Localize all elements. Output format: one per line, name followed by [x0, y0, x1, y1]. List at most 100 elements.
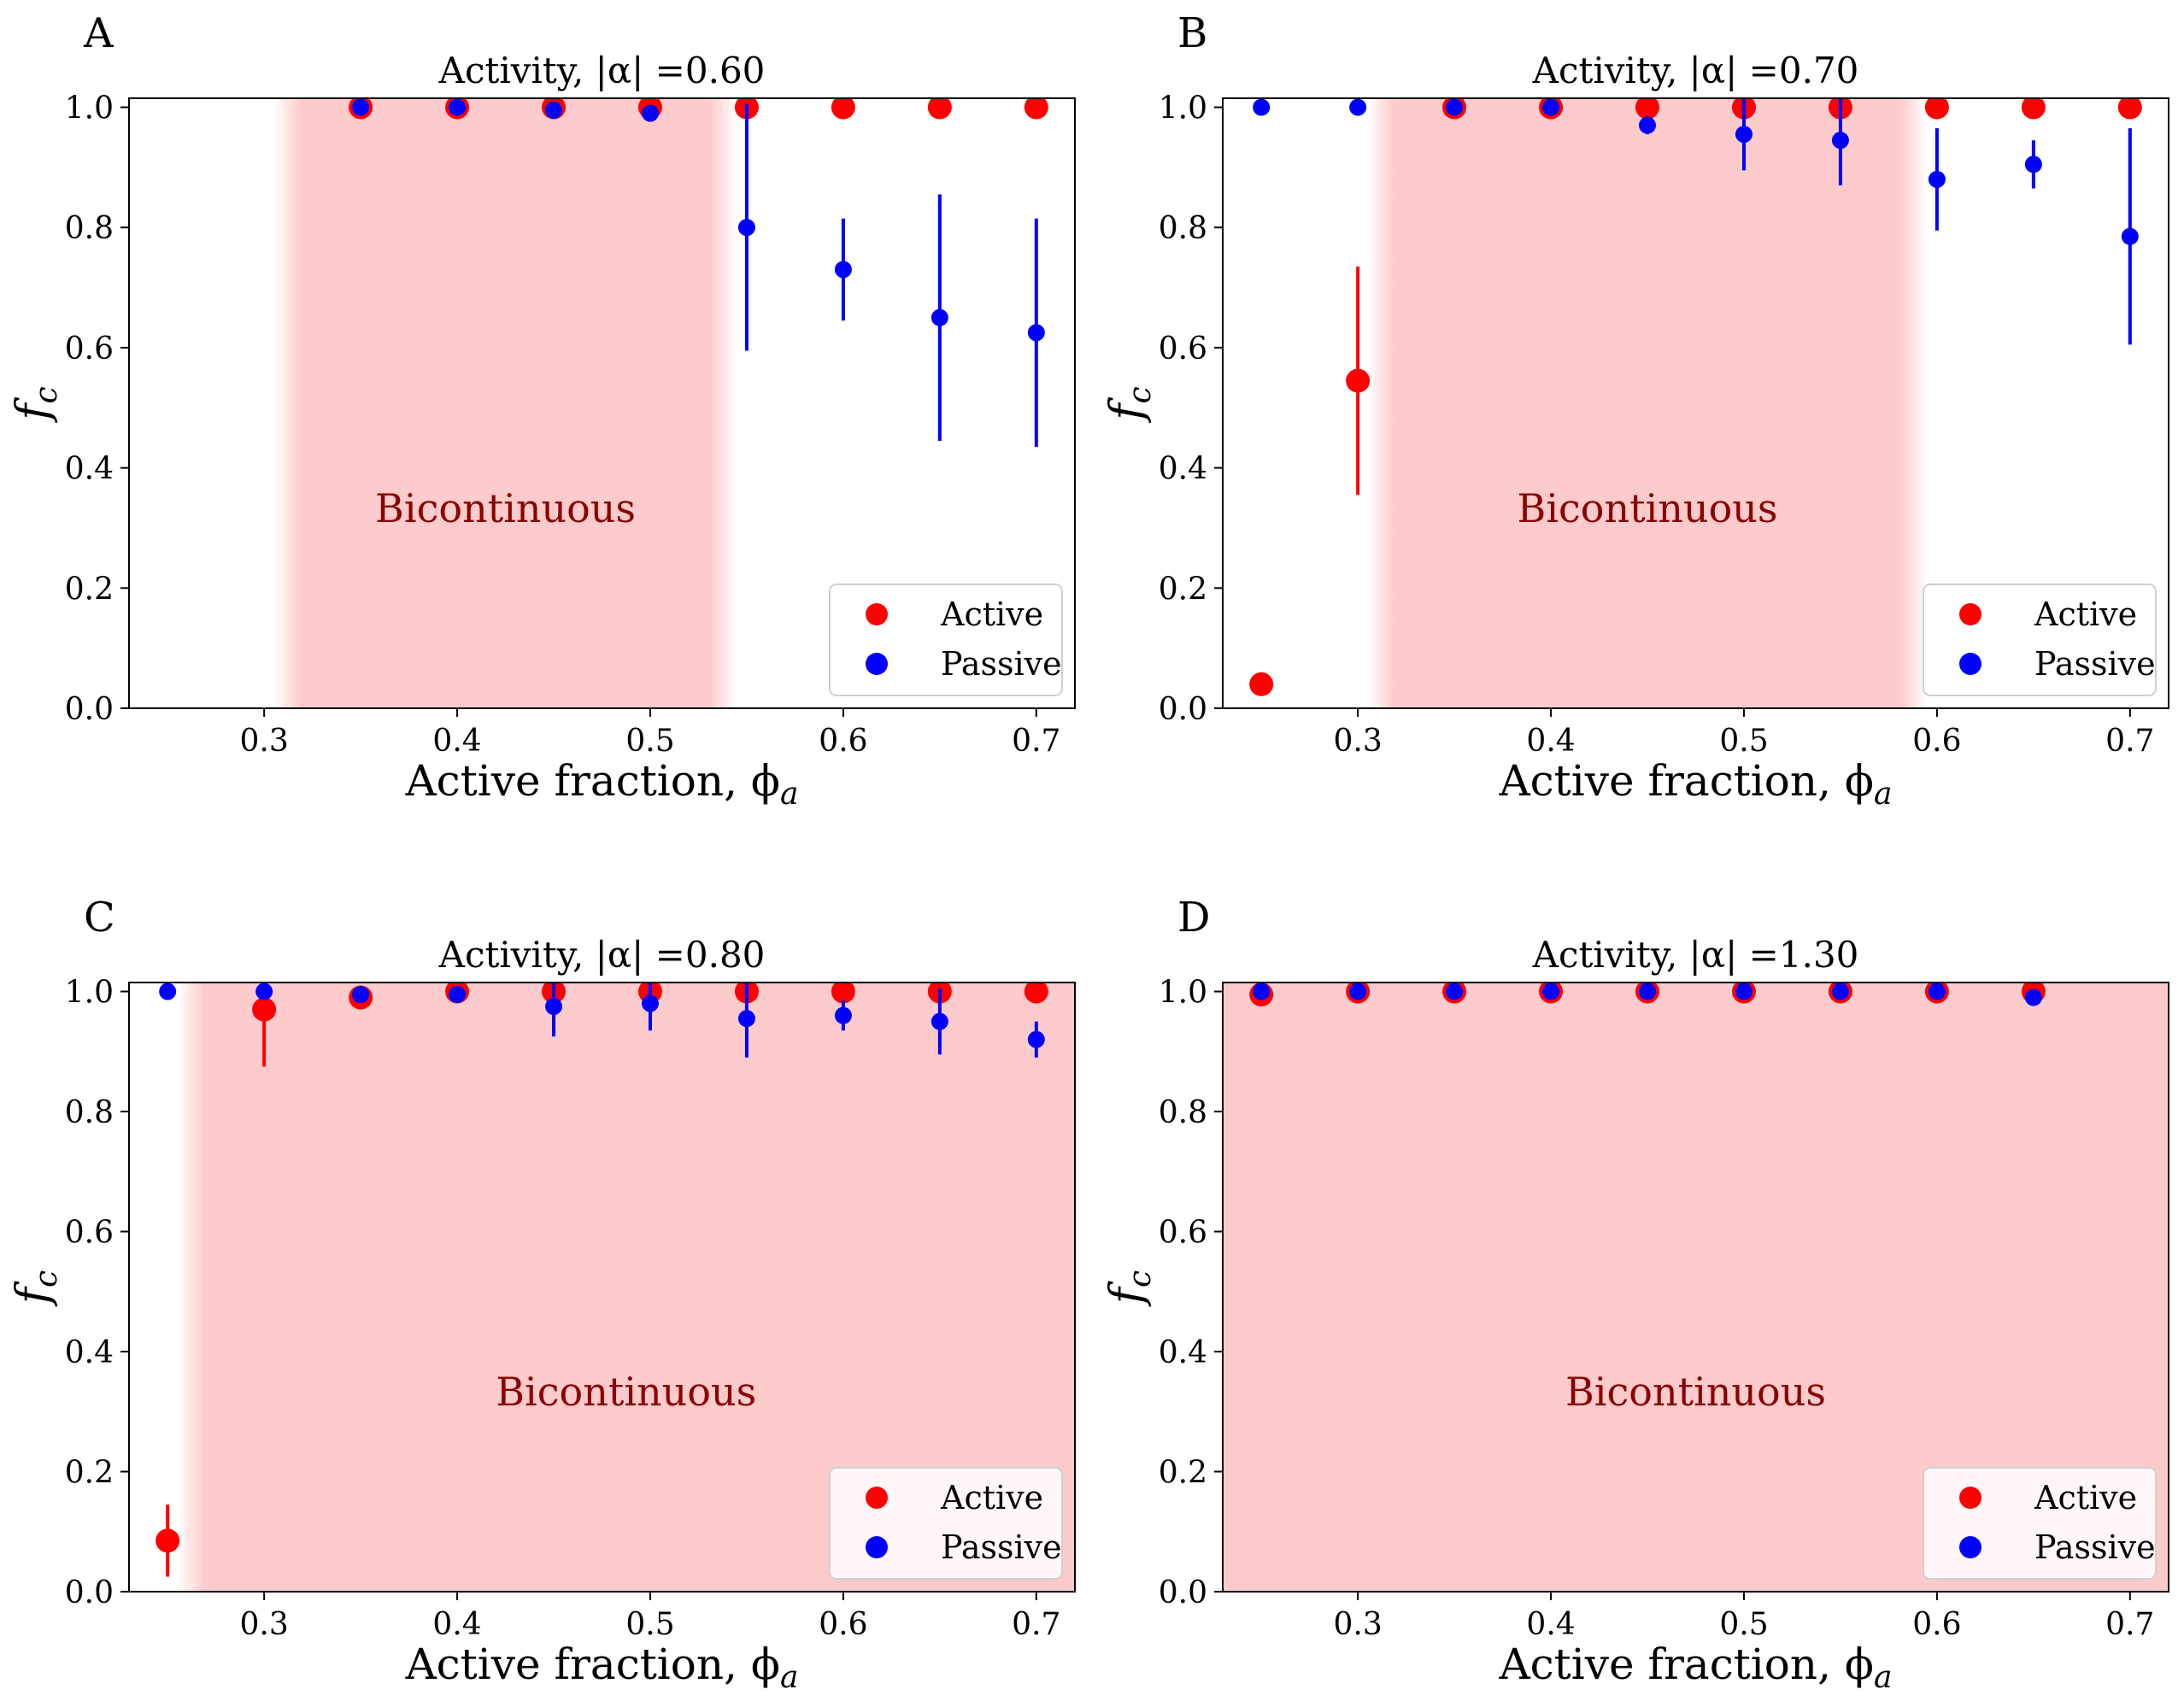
active-point [927, 98, 952, 120]
y-tick-label: 0.2 [1159, 572, 1207, 607]
passive-point [737, 219, 755, 237]
axes-frame [1222, 982, 2169, 1593]
legend-label-passive: Passive [941, 1528, 1062, 1566]
y-axis-label: fc [8, 386, 64, 423]
passive-point [1446, 98, 1464, 116]
panel-b: Bicontinuous 0.3 0.4 0.5 0.6 0.7 0.0 0.2 0.4 0.6 0… [1101, 9, 2169, 812]
legend-label-active: Active [940, 1479, 1043, 1516]
y-tick-label: 0.6 [65, 1216, 114, 1251]
x-tick-label: 0.7 [1012, 724, 1060, 759]
passive-point [1253, 983, 1271, 1000]
legend-label-passive: Passive [941, 645, 1062, 683]
x-tick-label: 0.6 [819, 1607, 867, 1642]
region-label: Bicontinuous [375, 485, 636, 531]
legend: Active Passive [829, 1467, 1063, 1580]
passive-point [1928, 983, 1946, 1000]
y-tick-label: 0.2 [65, 572, 114, 607]
x-tick-label: 0.4 [1526, 724, 1575, 759]
y-tick-label: 0.4 [65, 1335, 114, 1370]
passive-point [1928, 170, 1946, 188]
legend-marker-passive [1959, 1536, 1981, 1558]
bicontinuous-region [1367, 98, 1928, 708]
legend-label-active: Active [940, 595, 1043, 633]
y-tick-label: 0.0 [65, 692, 114, 727]
region-label: Bicontinuous [1518, 485, 1778, 531]
y-tick-label: 0.8 [1159, 211, 1207, 246]
region-label: Bicontinuous [1565, 1369, 1826, 1415]
panel-letter: B [1177, 9, 1207, 57]
legend-marker-passive [866, 1536, 888, 1558]
passive-point [1027, 324, 1045, 342]
passive-point [1639, 116, 1657, 134]
passive-point [834, 1006, 852, 1024]
y-tick-label: 0.4 [1159, 1335, 1207, 1370]
passive-point [545, 102, 563, 120]
active-point [2021, 98, 2046, 120]
legend-box [1923, 1467, 2157, 1580]
passive-point [1735, 126, 1752, 144]
legend: Active Passive [1923, 1467, 2157, 1580]
active-point [831, 98, 855, 120]
y-tick-label: 0.2 [1159, 1456, 1207, 1491]
legend-box [829, 1467, 1063, 1580]
x-tick-label: 0.4 [432, 1607, 481, 1642]
legend: Active Passive [829, 584, 1063, 696]
passive-point [1542, 983, 1560, 1000]
region-label: Bicontinuous [496, 1369, 756, 1415]
passive-point [1542, 98, 1560, 116]
y-tick-label: 0.6 [65, 331, 114, 367]
active-point [1024, 983, 1048, 1004]
active-point [156, 1528, 180, 1553]
legend-marker-active [1959, 603, 1981, 625]
panel-a: Bicontinuous 0.3 0.4 0.5 0.6 0.7 0.0 0.2 0.4 0.6 0… [8, 9, 1076, 812]
y-tick-label: 0.0 [1159, 692, 1207, 727]
active-point [831, 983, 855, 1004]
chart-title: Activity, |α| =0.80 [438, 934, 766, 976]
x-tick-label: 0.5 [1719, 724, 1768, 759]
y-tick-label: 1.0 [65, 976, 114, 1011]
active-point [1924, 98, 1949, 120]
passive-point [449, 986, 467, 1004]
panel-letter: D [1177, 894, 1210, 941]
bicontinuous-region [273, 98, 737, 708]
x-tick-label: 0.7 [2105, 724, 2154, 759]
x-tick-label: 0.7 [2105, 1607, 2154, 1642]
passive-point [2024, 155, 2042, 173]
chart-title: Activity, |α| =0.70 [1532, 50, 1859, 91]
passive-point [1349, 983, 1367, 1000]
y-axis-label: fc [1101, 1270, 1158, 1307]
passive-point [255, 983, 273, 1000]
legend-marker-active [866, 1487, 888, 1509]
y-axis-label: fc [1101, 386, 1158, 423]
panel-letter: A [83, 9, 114, 57]
passive-point [834, 261, 852, 279]
y-tick-label: 1.0 [1159, 976, 1207, 1011]
y-tick-label: 0.0 [1159, 1575, 1207, 1610]
x-tick-label: 0.4 [432, 724, 481, 759]
passive-point [1735, 983, 1752, 1000]
y-tick-label: 0.4 [1159, 452, 1207, 487]
x-tick-label: 0.3 [240, 724, 289, 759]
passive-point [1446, 983, 1464, 1000]
legend-label-passive: Passive [2034, 1528, 2156, 1566]
passive-point [1253, 98, 1271, 116]
x-tick-label: 0.7 [1012, 1607, 1060, 1642]
y-tick-label: 0.6 [1159, 331, 1207, 367]
passive-point [159, 983, 177, 1000]
legend-marker-active [1959, 1487, 1981, 1509]
passive-point [1349, 98, 1367, 116]
x-tick-label: 0.3 [1334, 1607, 1383, 1642]
legend-box [829, 584, 1063, 696]
x-axis-label: Active fraction, ϕa [405, 756, 799, 812]
passive-point [352, 986, 370, 1004]
active-point [2117, 98, 2142, 120]
active-point [252, 997, 277, 1022]
passive-point [2121, 227, 2139, 245]
axes-frame [128, 97, 1076, 709]
active-point [1346, 368, 1371, 393]
x-tick-label: 0.6 [1912, 1607, 1961, 1642]
x-tick-label: 0.3 [1334, 724, 1383, 759]
passive-point [1831, 132, 1849, 150]
y-tick-label: 0.8 [1159, 1095, 1207, 1130]
